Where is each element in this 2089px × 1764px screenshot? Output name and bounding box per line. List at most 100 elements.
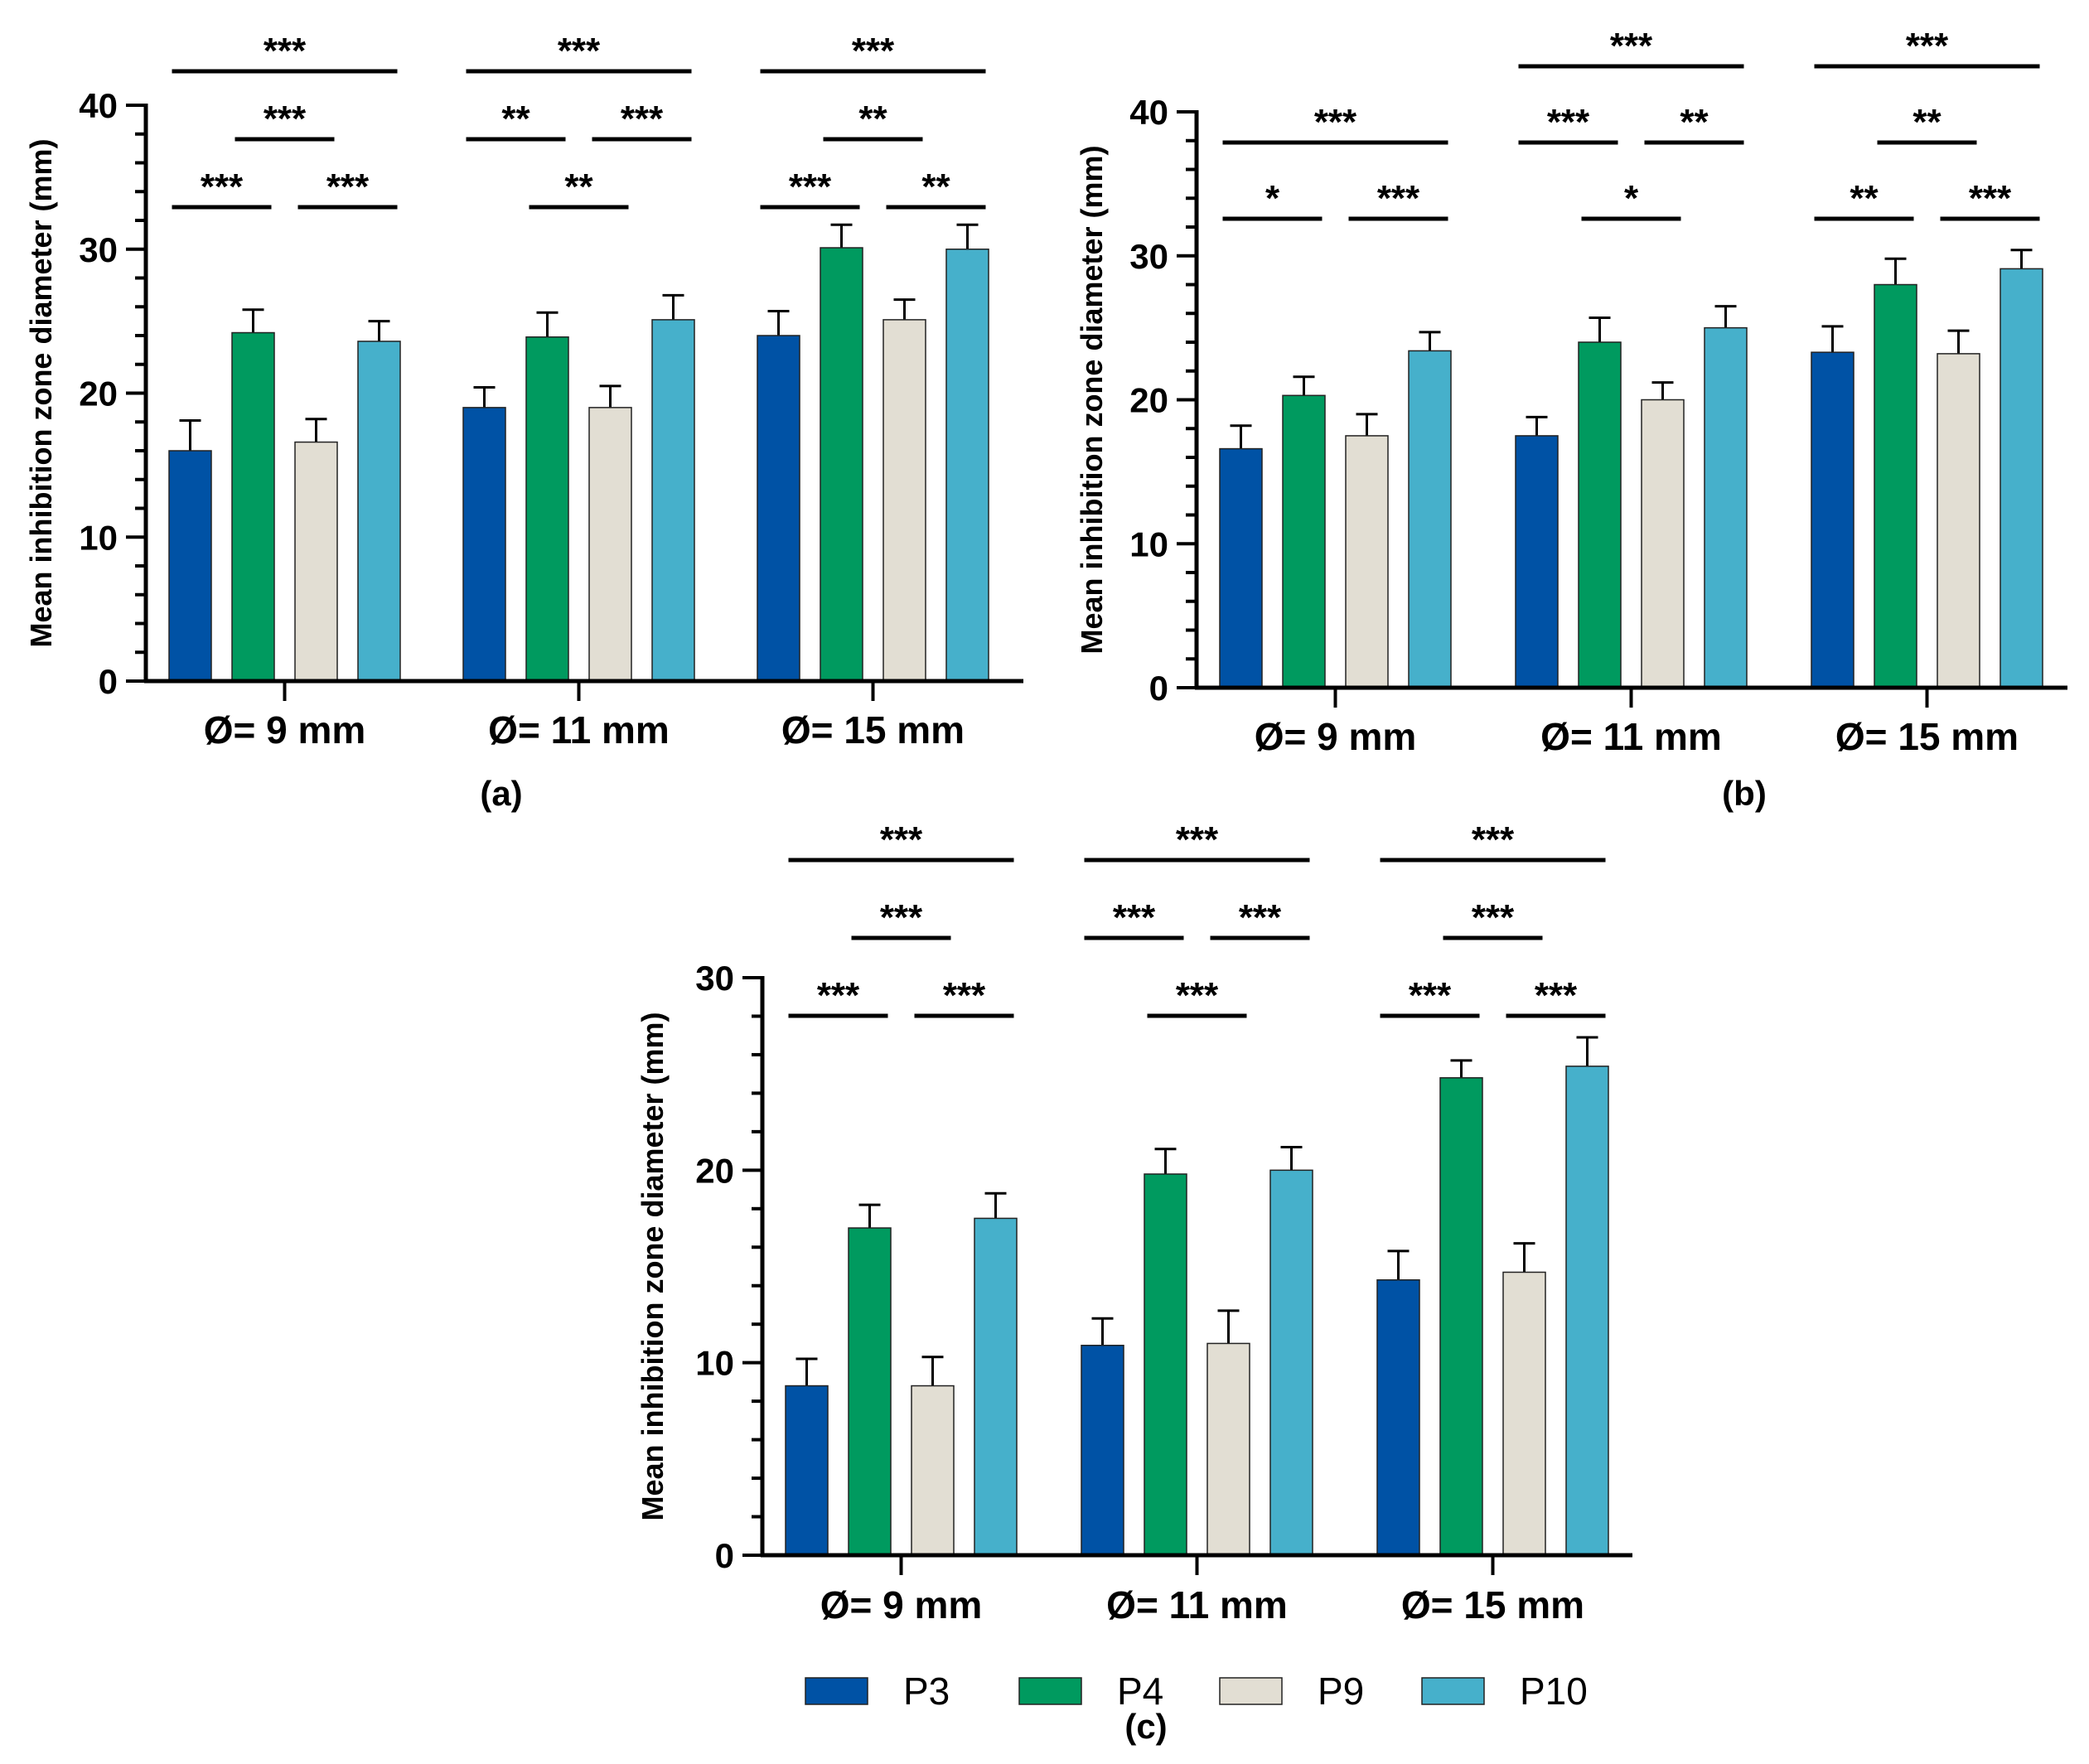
bar-p3 bbox=[1811, 351, 1854, 689]
legend-swatch-p3 bbox=[805, 1677, 868, 1705]
bar-p4 bbox=[1282, 394, 1326, 689]
bar-p9 bbox=[883, 319, 926, 682]
significance-label: *** bbox=[1113, 897, 1156, 938]
y-tick-label: 40 bbox=[1129, 93, 1168, 132]
bar-p10 bbox=[651, 319, 695, 682]
panel-a-chart: 0 10 20 30 40 Ø= 9 mm Ø= 11 mm Ø= 15 mm Mean inh… bbox=[24, 31, 1023, 813]
significance-label: ** bbox=[1680, 102, 1709, 143]
bar-p9 bbox=[1641, 399, 1685, 689]
significance-label: ** bbox=[564, 167, 593, 207]
y-tick-label: 30 bbox=[1129, 237, 1168, 276]
y-tick-label: 40 bbox=[79, 86, 118, 125]
x-category-label: Ø= 11 mm bbox=[1106, 1583, 1288, 1626]
bar-p10 bbox=[974, 1217, 1018, 1556]
bar-p3 bbox=[757, 335, 800, 682]
bar-p10 bbox=[1565, 1066, 1609, 1556]
significance-label: *** bbox=[1472, 819, 1515, 860]
bar-p9 bbox=[1937, 353, 1980, 689]
significance-label: *** bbox=[264, 31, 307, 71]
significance-label: *** bbox=[789, 167, 832, 207]
bar-p10 bbox=[357, 341, 401, 682]
bar-p10 bbox=[2000, 268, 2043, 689]
y-tick-label: 20 bbox=[1129, 381, 1168, 420]
x-category-label: Ø= 11 mm bbox=[488, 708, 670, 752]
bar-p10 bbox=[945, 249, 989, 682]
y-tick-label: 20 bbox=[695, 1151, 734, 1190]
legend-label-p3: P3 bbox=[903, 1670, 950, 1713]
significance-label: *** bbox=[558, 31, 601, 71]
bar-p3 bbox=[1219, 447, 1263, 689]
legend-label-p4: P4 bbox=[1117, 1670, 1163, 1713]
legend: P3 P4 P9 P10 bbox=[805, 1670, 1588, 1713]
significance-label: *** bbox=[880, 897, 923, 938]
significance-label: *** bbox=[943, 975, 986, 1016]
bar-p4 bbox=[231, 331, 275, 682]
bar-p9 bbox=[1345, 435, 1389, 689]
legend-swatch-p4 bbox=[1018, 1677, 1082, 1705]
y-tick-label: 20 bbox=[79, 375, 118, 413]
significance-label: *** bbox=[201, 167, 244, 207]
bar-p4 bbox=[1439, 1077, 1483, 1556]
significance-label: *** bbox=[1472, 897, 1515, 938]
bar-p4 bbox=[1144, 1173, 1187, 1556]
significance-label: *** bbox=[1547, 102, 1590, 143]
significance-label: ** bbox=[501, 99, 530, 139]
y-tick-label: 0 bbox=[715, 1536, 734, 1575]
y-tick-label: 10 bbox=[695, 1344, 734, 1383]
bar-p9 bbox=[911, 1385, 955, 1556]
legend-swatch-p9 bbox=[1219, 1677, 1283, 1705]
bar-p3 bbox=[462, 407, 506, 682]
legend-label-p9: P9 bbox=[1318, 1670, 1364, 1713]
bar-p4 bbox=[1874, 283, 1917, 689]
significance-label: ** bbox=[858, 99, 887, 139]
significance-label: *** bbox=[1314, 102, 1357, 143]
bar-p9 bbox=[294, 441, 338, 682]
bar-p3 bbox=[785, 1385, 829, 1556]
significance-label: ** bbox=[921, 167, 950, 207]
bar-p10 bbox=[1408, 350, 1452, 689]
significance-label: * bbox=[1624, 178, 1639, 219]
x-category-label: Ø= 11 mm bbox=[1540, 715, 1722, 758]
bar-p4 bbox=[848, 1227, 892, 1556]
y-tick-label: 10 bbox=[1129, 524, 1168, 563]
legend-label-p10: P10 bbox=[1520, 1670, 1588, 1713]
significance-label: *** bbox=[326, 167, 370, 207]
bar-p9 bbox=[1502, 1271, 1546, 1556]
y-tick-label: 10 bbox=[79, 518, 118, 557]
x-category-label: Ø= 9 mm bbox=[1255, 715, 1417, 758]
bar-p3 bbox=[1376, 1279, 1420, 1556]
significance-label: *** bbox=[1610, 26, 1653, 66]
significance-label: ** bbox=[1850, 178, 1879, 219]
bar-p4 bbox=[525, 336, 569, 682]
y-tick-label: 0 bbox=[1149, 669, 1168, 708]
y-tick-label: 0 bbox=[99, 662, 118, 701]
significance-label: *** bbox=[880, 819, 923, 860]
bar-p10 bbox=[1704, 326, 1748, 689]
panel-label: (c) bbox=[1124, 1707, 1167, 1746]
x-category-label: Ø= 15 mm bbox=[1401, 1583, 1584, 1626]
bar-p4 bbox=[1578, 341, 1622, 689]
y-axis-title: Mean inhibition zone diameter (mm) bbox=[24, 138, 58, 647]
significance-label: *** bbox=[1409, 975, 1452, 1016]
y-tick-label: 30 bbox=[79, 230, 118, 269]
x-category-label: Ø= 9 mm bbox=[204, 708, 366, 752]
significance-label: *** bbox=[1906, 26, 1949, 66]
bar-p9 bbox=[1206, 1342, 1250, 1556]
significance-label: *** bbox=[264, 99, 307, 139]
bar-p10 bbox=[1269, 1169, 1313, 1556]
significance-label: *** bbox=[1535, 975, 1578, 1016]
significance-label: *** bbox=[817, 975, 860, 1016]
significance-label: *** bbox=[1239, 897, 1282, 938]
panel-label: (a) bbox=[480, 774, 522, 813]
y-tick-label: 30 bbox=[695, 959, 734, 998]
panel-c-chart: 0 10 20 30 Ø= 9 mm Ø= 11 mm Ø= 15 mm Mean inhib… bbox=[636, 819, 1632, 1746]
x-category-label: Ø= 15 mm bbox=[1835, 715, 2019, 758]
bar-p3 bbox=[1515, 435, 1559, 689]
significance-label: *** bbox=[1377, 178, 1420, 219]
significance-label: ** bbox=[1912, 102, 1942, 143]
legend-swatch-p10 bbox=[1421, 1677, 1485, 1705]
y-axis-title: Mean inhibition zone diameter (mm) bbox=[1075, 145, 1109, 654]
significance-label: *** bbox=[621, 99, 664, 139]
significance-label: *** bbox=[852, 31, 895, 71]
